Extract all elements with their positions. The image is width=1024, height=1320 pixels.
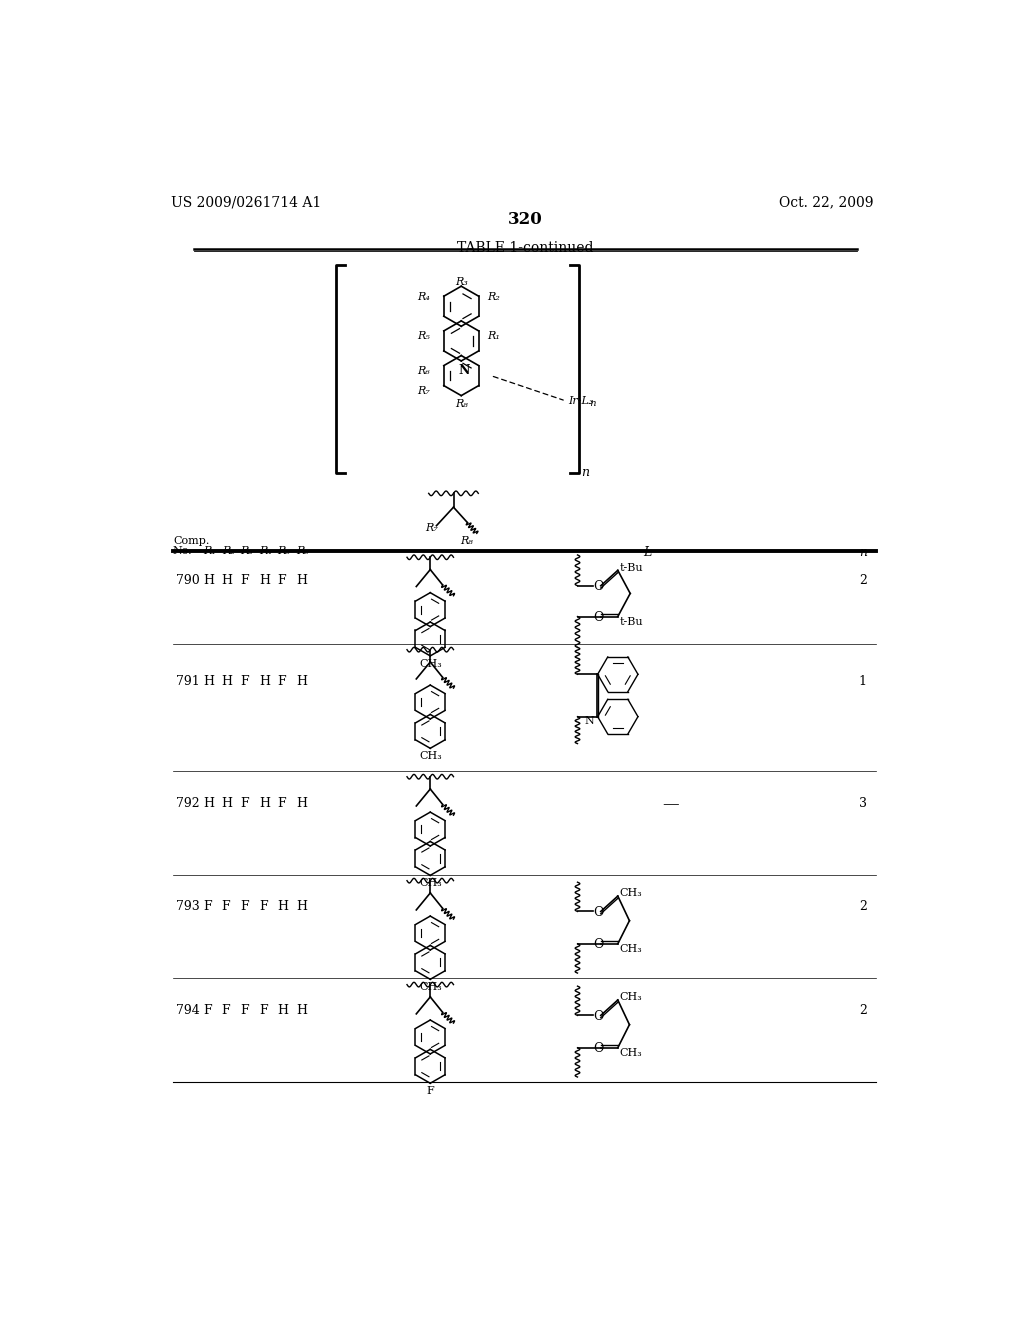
Text: 3: 3 bbox=[859, 796, 866, 809]
Text: F: F bbox=[203, 1005, 212, 1018]
Text: L: L bbox=[643, 545, 651, 558]
Text: 2: 2 bbox=[859, 574, 866, 587]
Text: US 2009/0261714 A1: US 2009/0261714 A1 bbox=[171, 195, 321, 210]
Text: F: F bbox=[241, 796, 249, 809]
Text: F: F bbox=[259, 900, 267, 913]
Text: t-Bu: t-Bu bbox=[620, 616, 643, 627]
Text: F: F bbox=[278, 676, 286, 688]
Text: Ir-L₃: Ir-L₃ bbox=[568, 396, 594, 405]
Text: —: — bbox=[663, 796, 679, 813]
Text: CH₃: CH₃ bbox=[620, 888, 642, 899]
Text: F: F bbox=[259, 1005, 267, 1018]
Text: R₈: R₈ bbox=[455, 400, 468, 409]
Text: O: O bbox=[593, 581, 603, 594]
Text: F: F bbox=[222, 900, 230, 913]
Text: CH₃: CH₃ bbox=[620, 1048, 642, 1057]
Text: F: F bbox=[241, 574, 249, 587]
Text: 793: 793 bbox=[176, 900, 200, 913]
Text: n: n bbox=[859, 545, 866, 558]
Text: F: F bbox=[426, 1086, 434, 1097]
Text: No.: No. bbox=[173, 545, 193, 556]
Text: 794: 794 bbox=[176, 1005, 200, 1018]
Text: R₂: R₂ bbox=[222, 545, 234, 556]
Text: R₈: R₈ bbox=[460, 536, 472, 546]
Text: TABLE 1-continued: TABLE 1-continued bbox=[457, 240, 593, 255]
Text: R₇: R₇ bbox=[418, 385, 430, 396]
Text: H: H bbox=[278, 900, 289, 913]
Text: F: F bbox=[241, 1005, 249, 1018]
Text: N: N bbox=[459, 364, 470, 376]
Text: 791: 791 bbox=[176, 676, 200, 688]
Text: R₆: R₆ bbox=[296, 545, 309, 556]
Text: N: N bbox=[585, 715, 595, 726]
Text: F: F bbox=[241, 676, 249, 688]
Text: H: H bbox=[259, 676, 270, 688]
Text: CH₃: CH₃ bbox=[620, 993, 642, 1002]
Text: O: O bbox=[593, 1010, 603, 1023]
Text: O: O bbox=[593, 1043, 603, 1056]
Text: H: H bbox=[222, 796, 232, 809]
Text: CH₃: CH₃ bbox=[419, 878, 441, 888]
Text: H: H bbox=[278, 1005, 289, 1018]
Text: R₆: R₆ bbox=[418, 366, 430, 376]
Text: CH₃: CH₃ bbox=[419, 659, 441, 669]
Text: 792: 792 bbox=[176, 796, 200, 809]
Text: n: n bbox=[582, 466, 590, 479]
Text: H: H bbox=[296, 900, 307, 913]
Text: H: H bbox=[222, 574, 232, 587]
Text: 320: 320 bbox=[508, 211, 542, 228]
Text: F: F bbox=[203, 900, 212, 913]
Text: F: F bbox=[222, 1005, 230, 1018]
Text: 790: 790 bbox=[176, 574, 200, 587]
Text: Comp.: Comp. bbox=[173, 536, 209, 545]
Text: R₅: R₅ bbox=[278, 545, 291, 556]
Text: CH₃: CH₃ bbox=[620, 944, 642, 954]
Text: R₂: R₂ bbox=[487, 293, 501, 302]
Text: 1: 1 bbox=[859, 676, 866, 688]
Text: H: H bbox=[296, 574, 307, 587]
Text: t-Bu: t-Bu bbox=[620, 562, 643, 573]
Text: H: H bbox=[203, 796, 214, 809]
Text: R₃: R₃ bbox=[455, 277, 468, 286]
Text: -n: -n bbox=[588, 399, 597, 408]
Text: R₅: R₅ bbox=[418, 331, 430, 341]
Text: R₃: R₃ bbox=[241, 545, 253, 556]
Text: R₁: R₁ bbox=[203, 545, 216, 556]
Text: H: H bbox=[203, 676, 214, 688]
Text: H: H bbox=[203, 574, 214, 587]
Text: H: H bbox=[296, 796, 307, 809]
Text: H: H bbox=[259, 796, 270, 809]
Text: R₄: R₄ bbox=[259, 545, 271, 556]
Text: R₇: R₇ bbox=[426, 523, 438, 532]
Text: O: O bbox=[593, 906, 603, 919]
Text: O: O bbox=[593, 611, 603, 624]
Text: 2: 2 bbox=[859, 900, 866, 913]
Text: H: H bbox=[296, 676, 307, 688]
Text: R₁: R₁ bbox=[487, 331, 501, 341]
Text: 2: 2 bbox=[859, 1005, 866, 1018]
Text: Oct. 22, 2009: Oct. 22, 2009 bbox=[779, 195, 873, 210]
Text: CH₃: CH₃ bbox=[419, 751, 441, 762]
Text: F: F bbox=[241, 900, 249, 913]
Text: H: H bbox=[222, 676, 232, 688]
Text: H: H bbox=[259, 574, 270, 587]
Text: O: O bbox=[593, 939, 603, 952]
Text: F: F bbox=[278, 796, 286, 809]
Text: R₄: R₄ bbox=[418, 293, 430, 302]
Text: CH₃: CH₃ bbox=[419, 982, 441, 993]
Text: F: F bbox=[278, 574, 286, 587]
Text: H: H bbox=[296, 1005, 307, 1018]
